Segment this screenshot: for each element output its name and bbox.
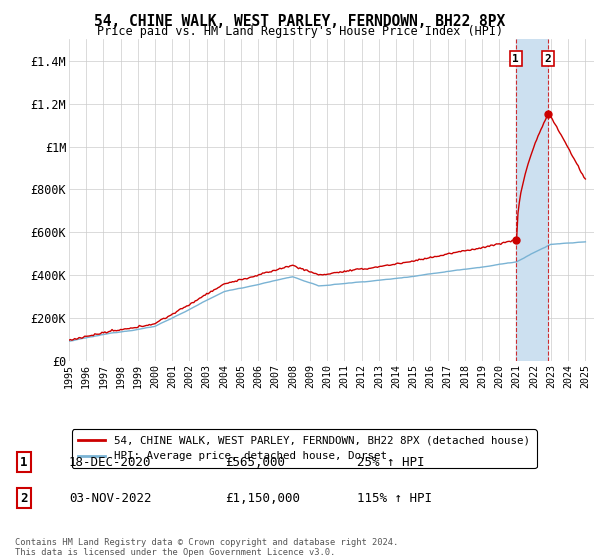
Text: 03-NOV-2022: 03-NOV-2022 — [69, 492, 151, 505]
Text: 1: 1 — [20, 455, 28, 469]
Text: 2: 2 — [20, 492, 28, 505]
Text: 18-DEC-2020: 18-DEC-2020 — [69, 455, 151, 469]
Text: £565,000: £565,000 — [225, 455, 285, 469]
Bar — [516, 39, 548, 361]
Text: 25% ↑ HPI: 25% ↑ HPI — [357, 455, 425, 469]
Text: 54, CHINE WALK, WEST PARLEY, FERNDOWN, BH22 8PX: 54, CHINE WALK, WEST PARLEY, FERNDOWN, B… — [94, 14, 506, 29]
Text: £1,150,000: £1,150,000 — [225, 492, 300, 505]
Text: 115% ↑ HPI: 115% ↑ HPI — [357, 492, 432, 505]
Text: Contains HM Land Registry data © Crown copyright and database right 2024.
This d: Contains HM Land Registry data © Crown c… — [15, 538, 398, 557]
Text: 1: 1 — [512, 54, 519, 64]
Text: 2: 2 — [545, 54, 551, 64]
Legend: 54, CHINE WALK, WEST PARLEY, FERNDOWN, BH22 8PX (detached house), HPI: Average p: 54, CHINE WALK, WEST PARLEY, FERNDOWN, B… — [72, 430, 536, 468]
Text: Price paid vs. HM Land Registry's House Price Index (HPI): Price paid vs. HM Land Registry's House … — [97, 25, 503, 38]
